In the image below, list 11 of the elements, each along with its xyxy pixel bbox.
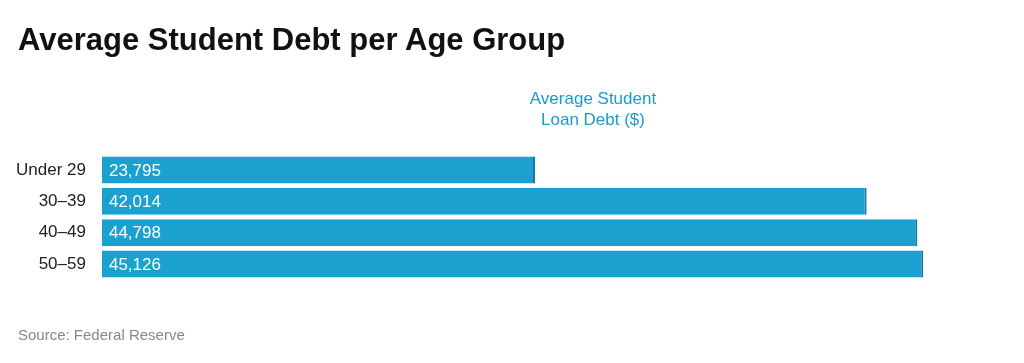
data-label: 42,014 — [108, 191, 161, 211]
data-label: 23,795 — [108, 160, 161, 180]
source-note: Source: Federal Reserve — [18, 326, 185, 343]
data-label: 45,126 — [108, 254, 161, 274]
chart-title: Average Student Debt per Age Group — [18, 22, 566, 58]
x-axis-title: Average Student Loan Debt ($) — [528, 88, 658, 130]
y-tick-label: 40–49 — [38, 222, 86, 242]
y-tick-label: Under 29 — [16, 159, 86, 179]
y-tick-label: 50–59 — [38, 253, 86, 273]
y-tick-label: 30–39 — [38, 190, 86, 210]
data-label: 44,798 — [108, 223, 161, 243]
